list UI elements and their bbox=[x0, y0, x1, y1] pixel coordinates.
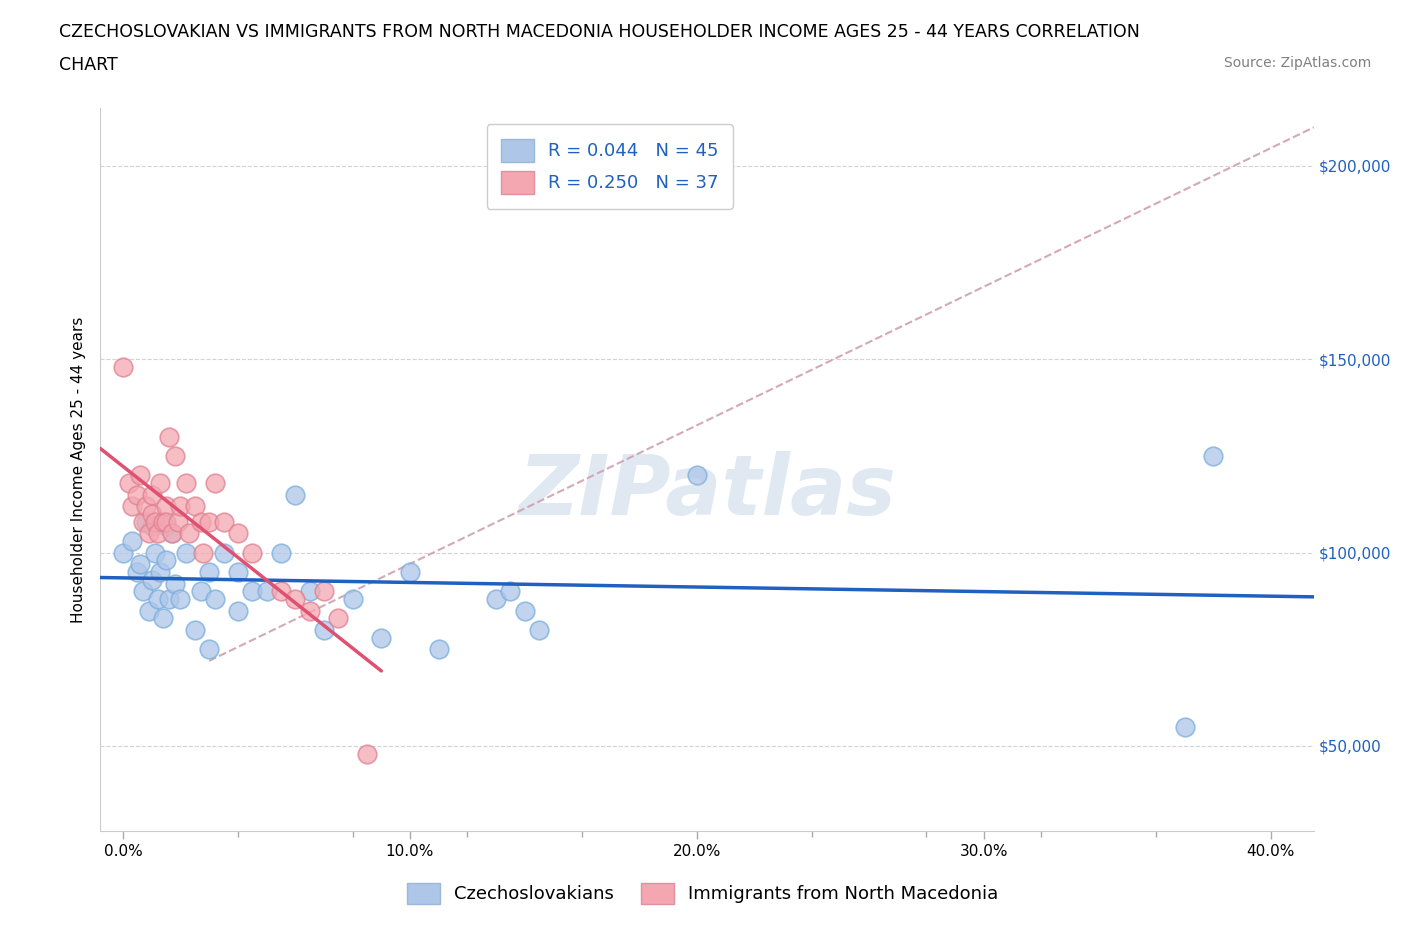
Point bbox=[143, 545, 166, 560]
Point bbox=[284, 487, 307, 502]
Point bbox=[298, 584, 321, 599]
Point bbox=[149, 565, 172, 579]
Point bbox=[129, 557, 152, 572]
Point bbox=[328, 611, 350, 626]
Point bbox=[160, 525, 183, 540]
Point bbox=[141, 518, 163, 533]
Point bbox=[149, 475, 172, 490]
Text: CHART: CHART bbox=[59, 56, 118, 73]
Point bbox=[1174, 719, 1197, 734]
Y-axis label: Householder Income Ages 25 - 44 years: Householder Income Ages 25 - 44 years bbox=[72, 316, 86, 623]
Point bbox=[127, 565, 149, 579]
Text: Source: ZipAtlas.com: Source: ZipAtlas.com bbox=[1223, 56, 1371, 70]
Point bbox=[169, 591, 191, 606]
Point bbox=[138, 525, 160, 540]
Point bbox=[146, 591, 169, 606]
Point bbox=[198, 642, 221, 657]
Point bbox=[163, 576, 186, 591]
Point bbox=[513, 604, 536, 618]
Point bbox=[226, 525, 249, 540]
Point bbox=[143, 514, 166, 529]
Point bbox=[141, 572, 163, 587]
Point bbox=[152, 611, 174, 626]
Point bbox=[270, 545, 292, 560]
Point bbox=[121, 498, 143, 513]
Point bbox=[146, 525, 169, 540]
Point bbox=[298, 604, 321, 618]
Point bbox=[427, 642, 450, 657]
Legend: R = 0.044   N = 45, R = 0.250   N = 37: R = 0.044 N = 45, R = 0.250 N = 37 bbox=[486, 125, 733, 208]
Point bbox=[112, 360, 135, 375]
Point bbox=[177, 525, 200, 540]
Point bbox=[160, 525, 183, 540]
Point bbox=[212, 514, 235, 529]
Point bbox=[485, 591, 508, 606]
Point bbox=[204, 475, 226, 490]
Point bbox=[138, 604, 160, 618]
Point bbox=[226, 565, 249, 579]
Point bbox=[155, 518, 177, 533]
Point bbox=[112, 545, 135, 560]
Point bbox=[135, 514, 157, 529]
Point bbox=[155, 498, 177, 513]
Point bbox=[129, 468, 152, 483]
Text: ZIPatlas: ZIPatlas bbox=[517, 451, 896, 532]
Text: CZECHOSLOVAKIAN VS IMMIGRANTS FROM NORTH MACEDONIA HOUSEHOLDER INCOME AGES 25 - : CZECHOSLOVAKIAN VS IMMIGRANTS FROM NORTH… bbox=[59, 23, 1140, 41]
Point bbox=[312, 584, 335, 599]
Point bbox=[240, 584, 263, 599]
Point bbox=[193, 545, 215, 560]
Point bbox=[1202, 448, 1225, 463]
Point bbox=[204, 591, 226, 606]
Point bbox=[132, 584, 155, 599]
Point bbox=[152, 514, 174, 529]
Point bbox=[184, 498, 207, 513]
Point bbox=[135, 498, 157, 513]
Point bbox=[342, 591, 364, 606]
Point bbox=[270, 584, 292, 599]
Point bbox=[190, 584, 212, 599]
Point bbox=[499, 584, 522, 599]
Point bbox=[132, 514, 155, 529]
Point bbox=[127, 487, 149, 502]
Point bbox=[155, 553, 177, 568]
Point bbox=[312, 622, 335, 637]
Point bbox=[226, 604, 249, 618]
Point bbox=[240, 545, 263, 560]
Point bbox=[169, 498, 191, 513]
Point bbox=[163, 448, 186, 463]
Point bbox=[121, 534, 143, 549]
Point bbox=[198, 565, 221, 579]
Point bbox=[212, 545, 235, 560]
Point bbox=[198, 514, 221, 529]
Point bbox=[157, 591, 180, 606]
Point bbox=[184, 622, 207, 637]
Point bbox=[141, 487, 163, 502]
Point bbox=[166, 514, 188, 529]
Point bbox=[356, 746, 378, 761]
Point bbox=[527, 622, 550, 637]
Point bbox=[174, 475, 197, 490]
Point bbox=[190, 514, 212, 529]
Point bbox=[370, 631, 392, 645]
Point bbox=[155, 514, 177, 529]
Point bbox=[284, 591, 307, 606]
Point bbox=[174, 545, 197, 560]
Point bbox=[686, 468, 709, 483]
Legend: Czechoslovakians, Immigrants from North Macedonia: Czechoslovakians, Immigrants from North … bbox=[395, 870, 1011, 916]
Point bbox=[141, 507, 163, 522]
Point bbox=[118, 475, 141, 490]
Point bbox=[399, 565, 422, 579]
Point bbox=[157, 430, 180, 445]
Point bbox=[256, 584, 278, 599]
